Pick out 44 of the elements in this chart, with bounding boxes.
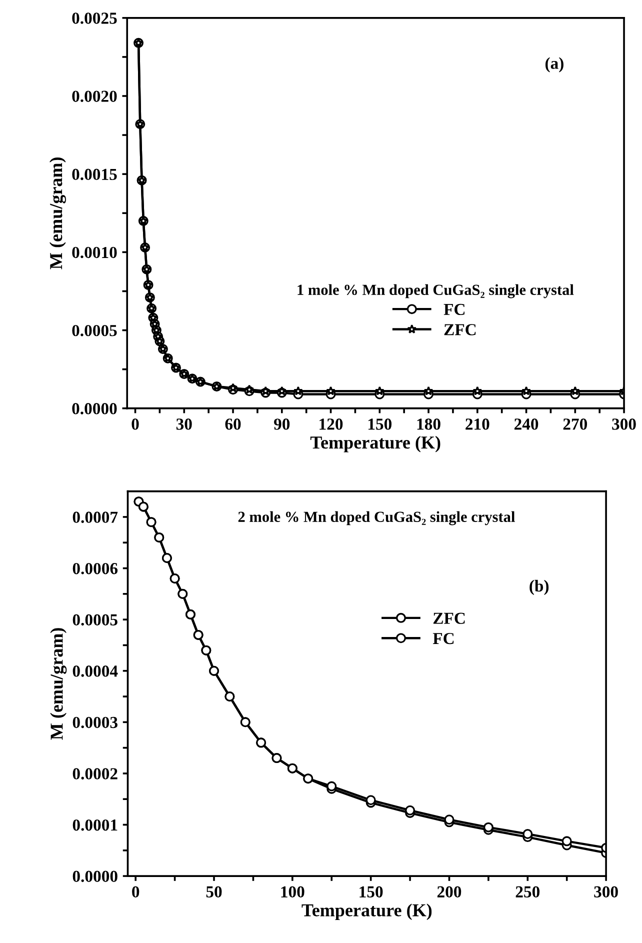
x-tick-label: 60	[225, 418, 241, 430]
x-tick-label: 90	[274, 418, 290, 430]
x-tick-label: 30	[176, 418, 192, 430]
x-tick-label: 50	[206, 886, 222, 898]
x-tick-label: 270	[563, 418, 588, 430]
y-tick-label: 0.0000	[72, 403, 117, 414]
y-tick-label: 0.0000	[72, 870, 118, 882]
legend-label: FC	[432, 632, 454, 644]
y-axis-title: M (emu/gram)	[50, 628, 67, 740]
legend-title: 1 mole % Mn doped CuGaS₂ single crystal	[298, 284, 574, 298]
x-tick-label: 200	[437, 886, 462, 898]
legend-label: ZFC	[444, 324, 476, 336]
y-tick-label: 0.0003	[72, 716, 118, 728]
y-tick-label: 0.0015	[72, 168, 117, 180]
x-tick-label: 250	[516, 886, 540, 898]
y-tick-label: 0.0002	[72, 768, 118, 780]
y-axis-title: M (emu/gram)	[49, 158, 66, 270]
y-tick-label: 0.0007	[72, 512, 118, 523]
legend-label: FC	[444, 304, 464, 316]
y-tick-label: 0.0004	[72, 666, 118, 677]
x-tick-label: 150	[360, 886, 383, 898]
annotation: (a)	[545, 57, 564, 72]
x-tick-label: 180	[417, 418, 440, 430]
x-tick-label: 150	[368, 418, 392, 430]
x-axis-title: Temperature (K)	[302, 904, 432, 920]
x-tick-label: 300	[612, 418, 636, 430]
y-tick-label: 0.0005	[72, 324, 117, 336]
x-tick-label: 240	[514, 418, 538, 430]
y-tick-label: 0.0025	[72, 12, 117, 24]
annotation: (b)	[530, 580, 549, 596]
x-tick-label: 0	[132, 886, 140, 898]
x-tick-label: 120	[320, 418, 343, 430]
x-tick-label: 100	[281, 886, 304, 898]
y-tick-label: 0.0010	[72, 246, 117, 258]
y-tick-label: 0.0020	[72, 90, 117, 102]
x-tick-label: 300	[594, 886, 618, 898]
x-axis-title: Temperature (K)	[310, 436, 440, 452]
legend-label: ZFC	[433, 612, 465, 624]
y-tick-label: 0.0006	[72, 562, 118, 574]
x-tick-label: 210	[466, 418, 490, 430]
annotation: 2 mole % Mn doped CuGaS₂ single crystal	[238, 511, 515, 526]
x-tick-label: 0	[132, 418, 139, 430]
y-tick-label: 0.0001	[72, 819, 118, 831]
y-tick-label: 0.0005	[72, 614, 118, 626]
